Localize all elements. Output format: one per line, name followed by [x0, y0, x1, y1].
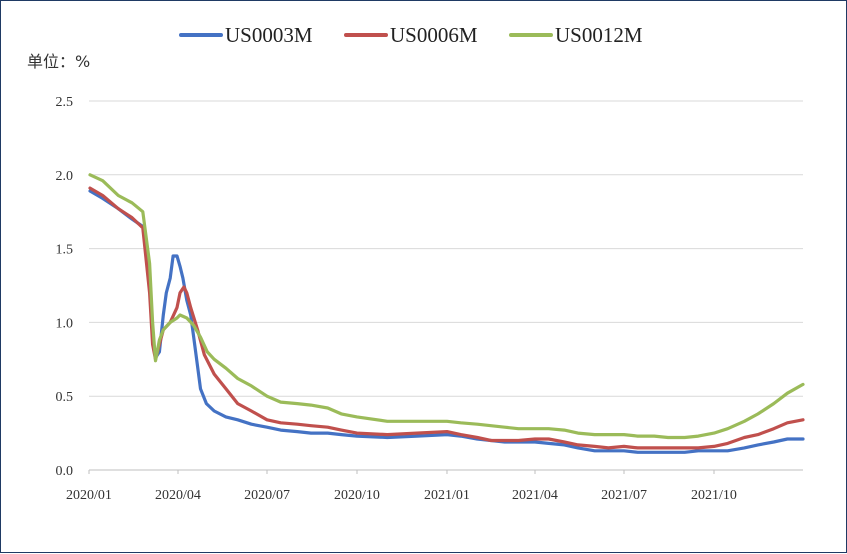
series-lines	[88, 173, 805, 454]
x-tick-label: 2021/10	[691, 488, 737, 503]
x-tick-label: 2021/04	[512, 488, 558, 503]
series-line-us0012m	[88, 173, 805, 440]
y-tick-label: 1.0	[56, 316, 74, 331]
gridlines	[88, 100, 803, 474]
tick-labels: 0.0 0.5 1.0 1.5 2.0 2.5 2020/01 2020/04 2020/07 2…	[56, 95, 737, 503]
x-tick-label: 2020/10	[334, 488, 380, 503]
series-line-us0006m	[88, 186, 805, 450]
legend-label: US0003M	[225, 23, 313, 47]
x-tick-label: 2020/04	[155, 488, 201, 503]
y-tick-label: 2.0	[56, 169, 74, 184]
series-line-us0003m	[88, 189, 805, 454]
x-tick-label: 2020/01	[66, 488, 112, 503]
legend-label: US0006M	[390, 23, 478, 47]
legend-label: US0012M	[555, 23, 643, 47]
y-tick-label: 0.0	[56, 464, 74, 479]
unit-label: 单位：%	[27, 52, 90, 71]
y-tick-label: 1.5	[56, 243, 74, 258]
x-tick-label: 2021/01	[424, 488, 470, 503]
x-tick-label: 2021/07	[601, 488, 647, 503]
x-tick-label: 2020/07	[244, 488, 290, 503]
legend: US0003M US0006M US0012M	[179, 23, 643, 47]
y-tick-label: 0.5	[56, 390, 74, 405]
y-tick-label: 2.5	[56, 95, 74, 110]
